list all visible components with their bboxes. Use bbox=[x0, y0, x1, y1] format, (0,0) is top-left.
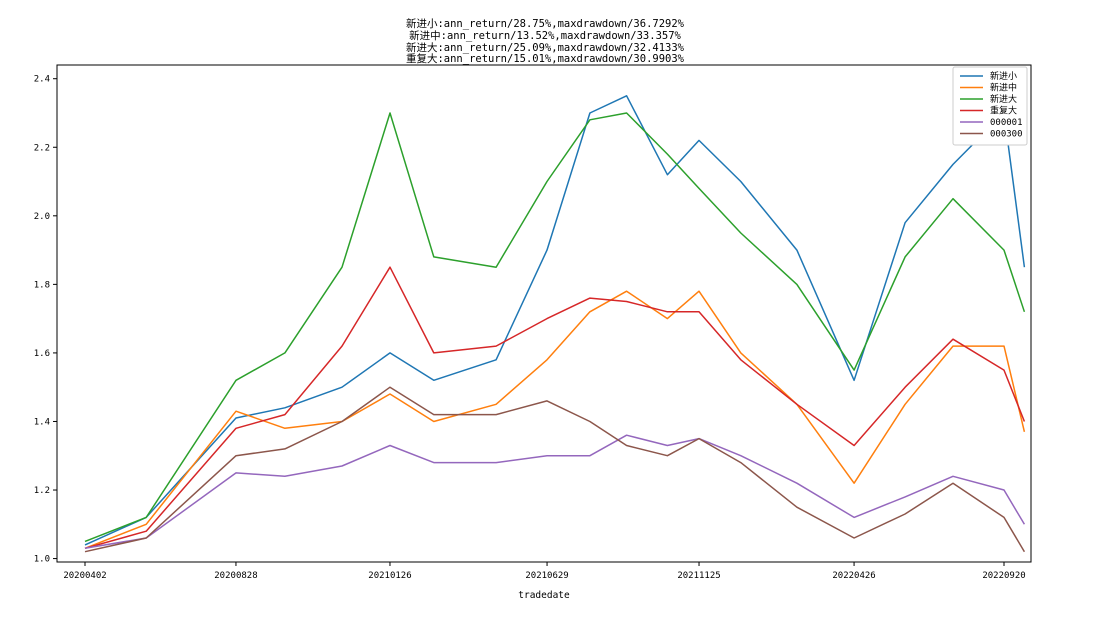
x-tick-label: 20210126 bbox=[368, 571, 411, 581]
series-line-1 bbox=[84, 290, 1026, 549]
legend-label: 新进中 bbox=[990, 82, 1017, 94]
y-tick-label: 1.0 bbox=[34, 555, 50, 565]
x-tick-label: 20211125 bbox=[677, 571, 720, 581]
series-layer bbox=[84, 95, 1026, 553]
x-axis-label: tradedate bbox=[518, 590, 570, 601]
y-axis: 1.0 1.2 1.4 1.6 1.8 2.0 2.2 2.4 bbox=[34, 75, 57, 565]
series-line-4 bbox=[84, 434, 1026, 550]
y-tick-label: 1.6 bbox=[34, 349, 50, 359]
title-line-1: 新进小:ann_return/28.75%,maxdrawdown/36.729… bbox=[406, 17, 685, 30]
y-tick-label: 1.8 bbox=[34, 280, 50, 290]
title-line-4: 重复大:ann_return/15.01%,maxdrawdown/30.990… bbox=[406, 52, 685, 65]
legend-label: 000001 bbox=[990, 118, 1023, 128]
y-tick-label: 2.0 bbox=[34, 212, 50, 222]
x-tick-label: 20220426 bbox=[832, 571, 875, 581]
legend-label: 新进小 bbox=[990, 70, 1017, 82]
chart-title: 新进小:ann_return/28.75%,maxdrawdown/36.729… bbox=[406, 17, 685, 65]
x-tick-label: 20200402 bbox=[63, 571, 106, 581]
series-line-2 bbox=[84, 112, 1026, 543]
series-line-5 bbox=[84, 386, 1026, 553]
legend-label: 重复大 bbox=[990, 105, 1017, 117]
series-line-3 bbox=[84, 266, 1026, 550]
plot-area-frame bbox=[56, 64, 1032, 563]
legend-frame bbox=[952, 66, 1028, 146]
legend-label: 新进大 bbox=[990, 93, 1017, 105]
title-line-2: 新进中:ann_return/13.52%,maxdrawdown/33.357… bbox=[409, 29, 681, 42]
y-tick-label: 2.4 bbox=[34, 75, 50, 85]
y-tick-label: 1.4 bbox=[34, 417, 50, 427]
y-tick-label: 1.2 bbox=[34, 486, 50, 496]
x-tick-label: 20200828 bbox=[214, 571, 257, 581]
x-tick-label: 20220920 bbox=[982, 571, 1025, 581]
series-line-0 bbox=[84, 95, 1026, 546]
legend-label: 000300 bbox=[990, 130, 1023, 140]
x-tick-label: 20210629 bbox=[525, 571, 568, 581]
x-axis: 20200402 20200828 20210126 20210629 20211125… bbox=[63, 562, 1026, 581]
y-tick-label: 2.2 bbox=[34, 143, 50, 153]
title-line-3: 新进大:ann_return/25.09%,maxdrawdown/32.413… bbox=[406, 41, 685, 54]
